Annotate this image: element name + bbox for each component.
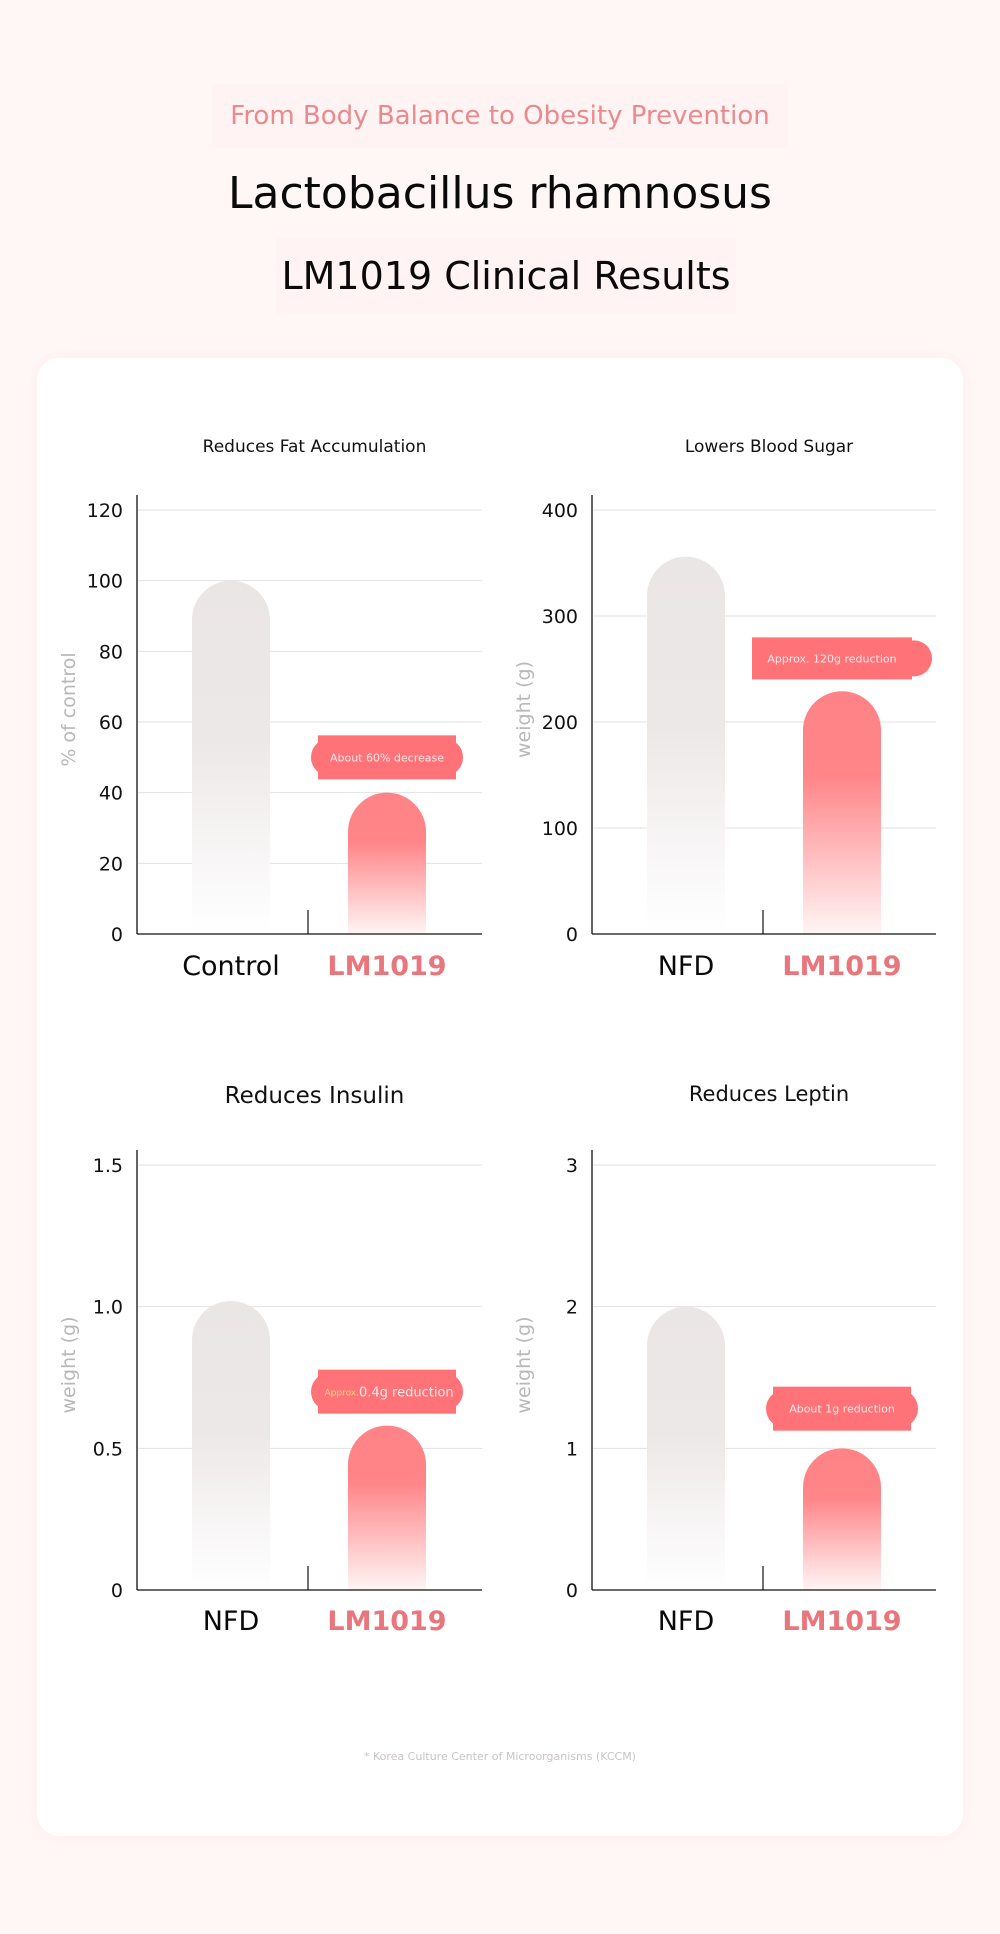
chart-title: Lowers Blood Sugar bbox=[685, 437, 853, 457]
annotation-badge bbox=[311, 738, 463, 777]
x-category-label-lm1019: LM1019 bbox=[782, 1606, 901, 1637]
y-tick-label: 100 bbox=[542, 818, 578, 840]
x-category-label-lm1019: LM1019 bbox=[782, 951, 901, 982]
y-axis-label: weight (g) bbox=[513, 661, 535, 758]
y-tick-label: 3 bbox=[566, 1155, 578, 1177]
annotation-text: 0.4g reduction bbox=[359, 1386, 454, 1401]
y-axis-label: % of control bbox=[58, 652, 80, 766]
page-title-band: LM1019 Clinical Results bbox=[276, 238, 736, 314]
y-tick-label: 100 bbox=[87, 571, 123, 593]
y-tick-label: 1 bbox=[566, 1438, 578, 1460]
x-category-label: Control bbox=[182, 951, 280, 982]
x-category-label-lm1019: LM1019 bbox=[327, 951, 446, 982]
y-tick-label: 2 bbox=[566, 1297, 578, 1319]
annotation-badge bbox=[766, 1389, 918, 1428]
subtitle-band: From Body Balance to Obesity Prevention bbox=[212, 84, 788, 148]
y-tick-label: 0 bbox=[566, 1580, 578, 1602]
annotation-badge bbox=[311, 1372, 463, 1411]
page-title: Lactobacillus rhamnosus bbox=[228, 168, 772, 219]
source-footnote: * Korea Culture Center of Microorganisms… bbox=[364, 1750, 636, 1763]
lm1019-bar bbox=[348, 792, 426, 934]
control-bar bbox=[192, 580, 270, 934]
control-bar bbox=[647, 556, 725, 934]
y-tick-label: 60 bbox=[99, 712, 123, 734]
y-tick-label: 0.5 bbox=[93, 1438, 123, 1460]
subtitle: From Body Balance to Obesity Prevention bbox=[230, 101, 770, 131]
x-category-label-lm1019: LM1019 bbox=[327, 1606, 446, 1637]
control-bar bbox=[192, 1301, 270, 1590]
y-tick-label: 400 bbox=[542, 500, 578, 522]
y-axis-label: weight (g) bbox=[58, 1317, 80, 1414]
x-category-label: NFD bbox=[203, 1606, 260, 1637]
y-tick-label: 20 bbox=[99, 853, 123, 875]
y-tick-label: 300 bbox=[542, 606, 578, 628]
annotation-text: About 1g reduction bbox=[789, 1403, 895, 1416]
page-subheading: LM1019 Clinical Results bbox=[281, 254, 731, 298]
y-tick-label: 1.0 bbox=[93, 1297, 123, 1319]
annotation-badge bbox=[752, 637, 912, 680]
lm1019-bar bbox=[803, 691, 881, 934]
lm1019-bar bbox=[803, 1448, 881, 1590]
y-tick-label: 0 bbox=[111, 924, 123, 946]
lm1019-bar bbox=[348, 1425, 426, 1590]
chart-title: Reduces Leptin bbox=[689, 1082, 849, 1106]
annotation-badge-cap bbox=[896, 640, 932, 677]
y-tick-label: 0 bbox=[111, 1580, 123, 1602]
chart-title: Reduces Insulin bbox=[225, 1083, 405, 1109]
y-tick-label: 120 bbox=[87, 500, 123, 522]
control-bar bbox=[647, 1306, 725, 1590]
y-tick-label: 200 bbox=[542, 712, 578, 734]
chart-title: Reduces Fat Accumulation bbox=[203, 437, 427, 457]
annotation-text: About 60% decrease bbox=[330, 751, 444, 764]
x-category-label: NFD bbox=[658, 951, 715, 982]
y-axis-label: weight (g) bbox=[513, 1317, 535, 1414]
annotation-text: Approx. 120g reduction bbox=[767, 652, 896, 665]
y-tick-label: 40 bbox=[99, 783, 123, 805]
annotation-prefix: Approx. bbox=[324, 1389, 359, 1399]
y-tick-label: 1.5 bbox=[93, 1155, 123, 1177]
y-tick-label: 80 bbox=[99, 641, 123, 663]
y-tick-label: 0 bbox=[566, 924, 578, 946]
x-category-label: NFD bbox=[658, 1606, 715, 1637]
